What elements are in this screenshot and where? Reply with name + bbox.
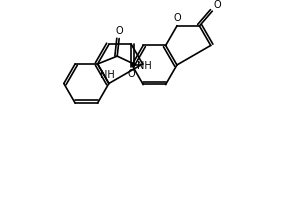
Text: O: O [173,13,181,23]
Text: NH: NH [100,70,114,80]
Text: O: O [128,69,135,79]
Text: NH: NH [137,61,152,71]
Text: O: O [214,0,221,10]
Text: O: O [115,26,123,36]
